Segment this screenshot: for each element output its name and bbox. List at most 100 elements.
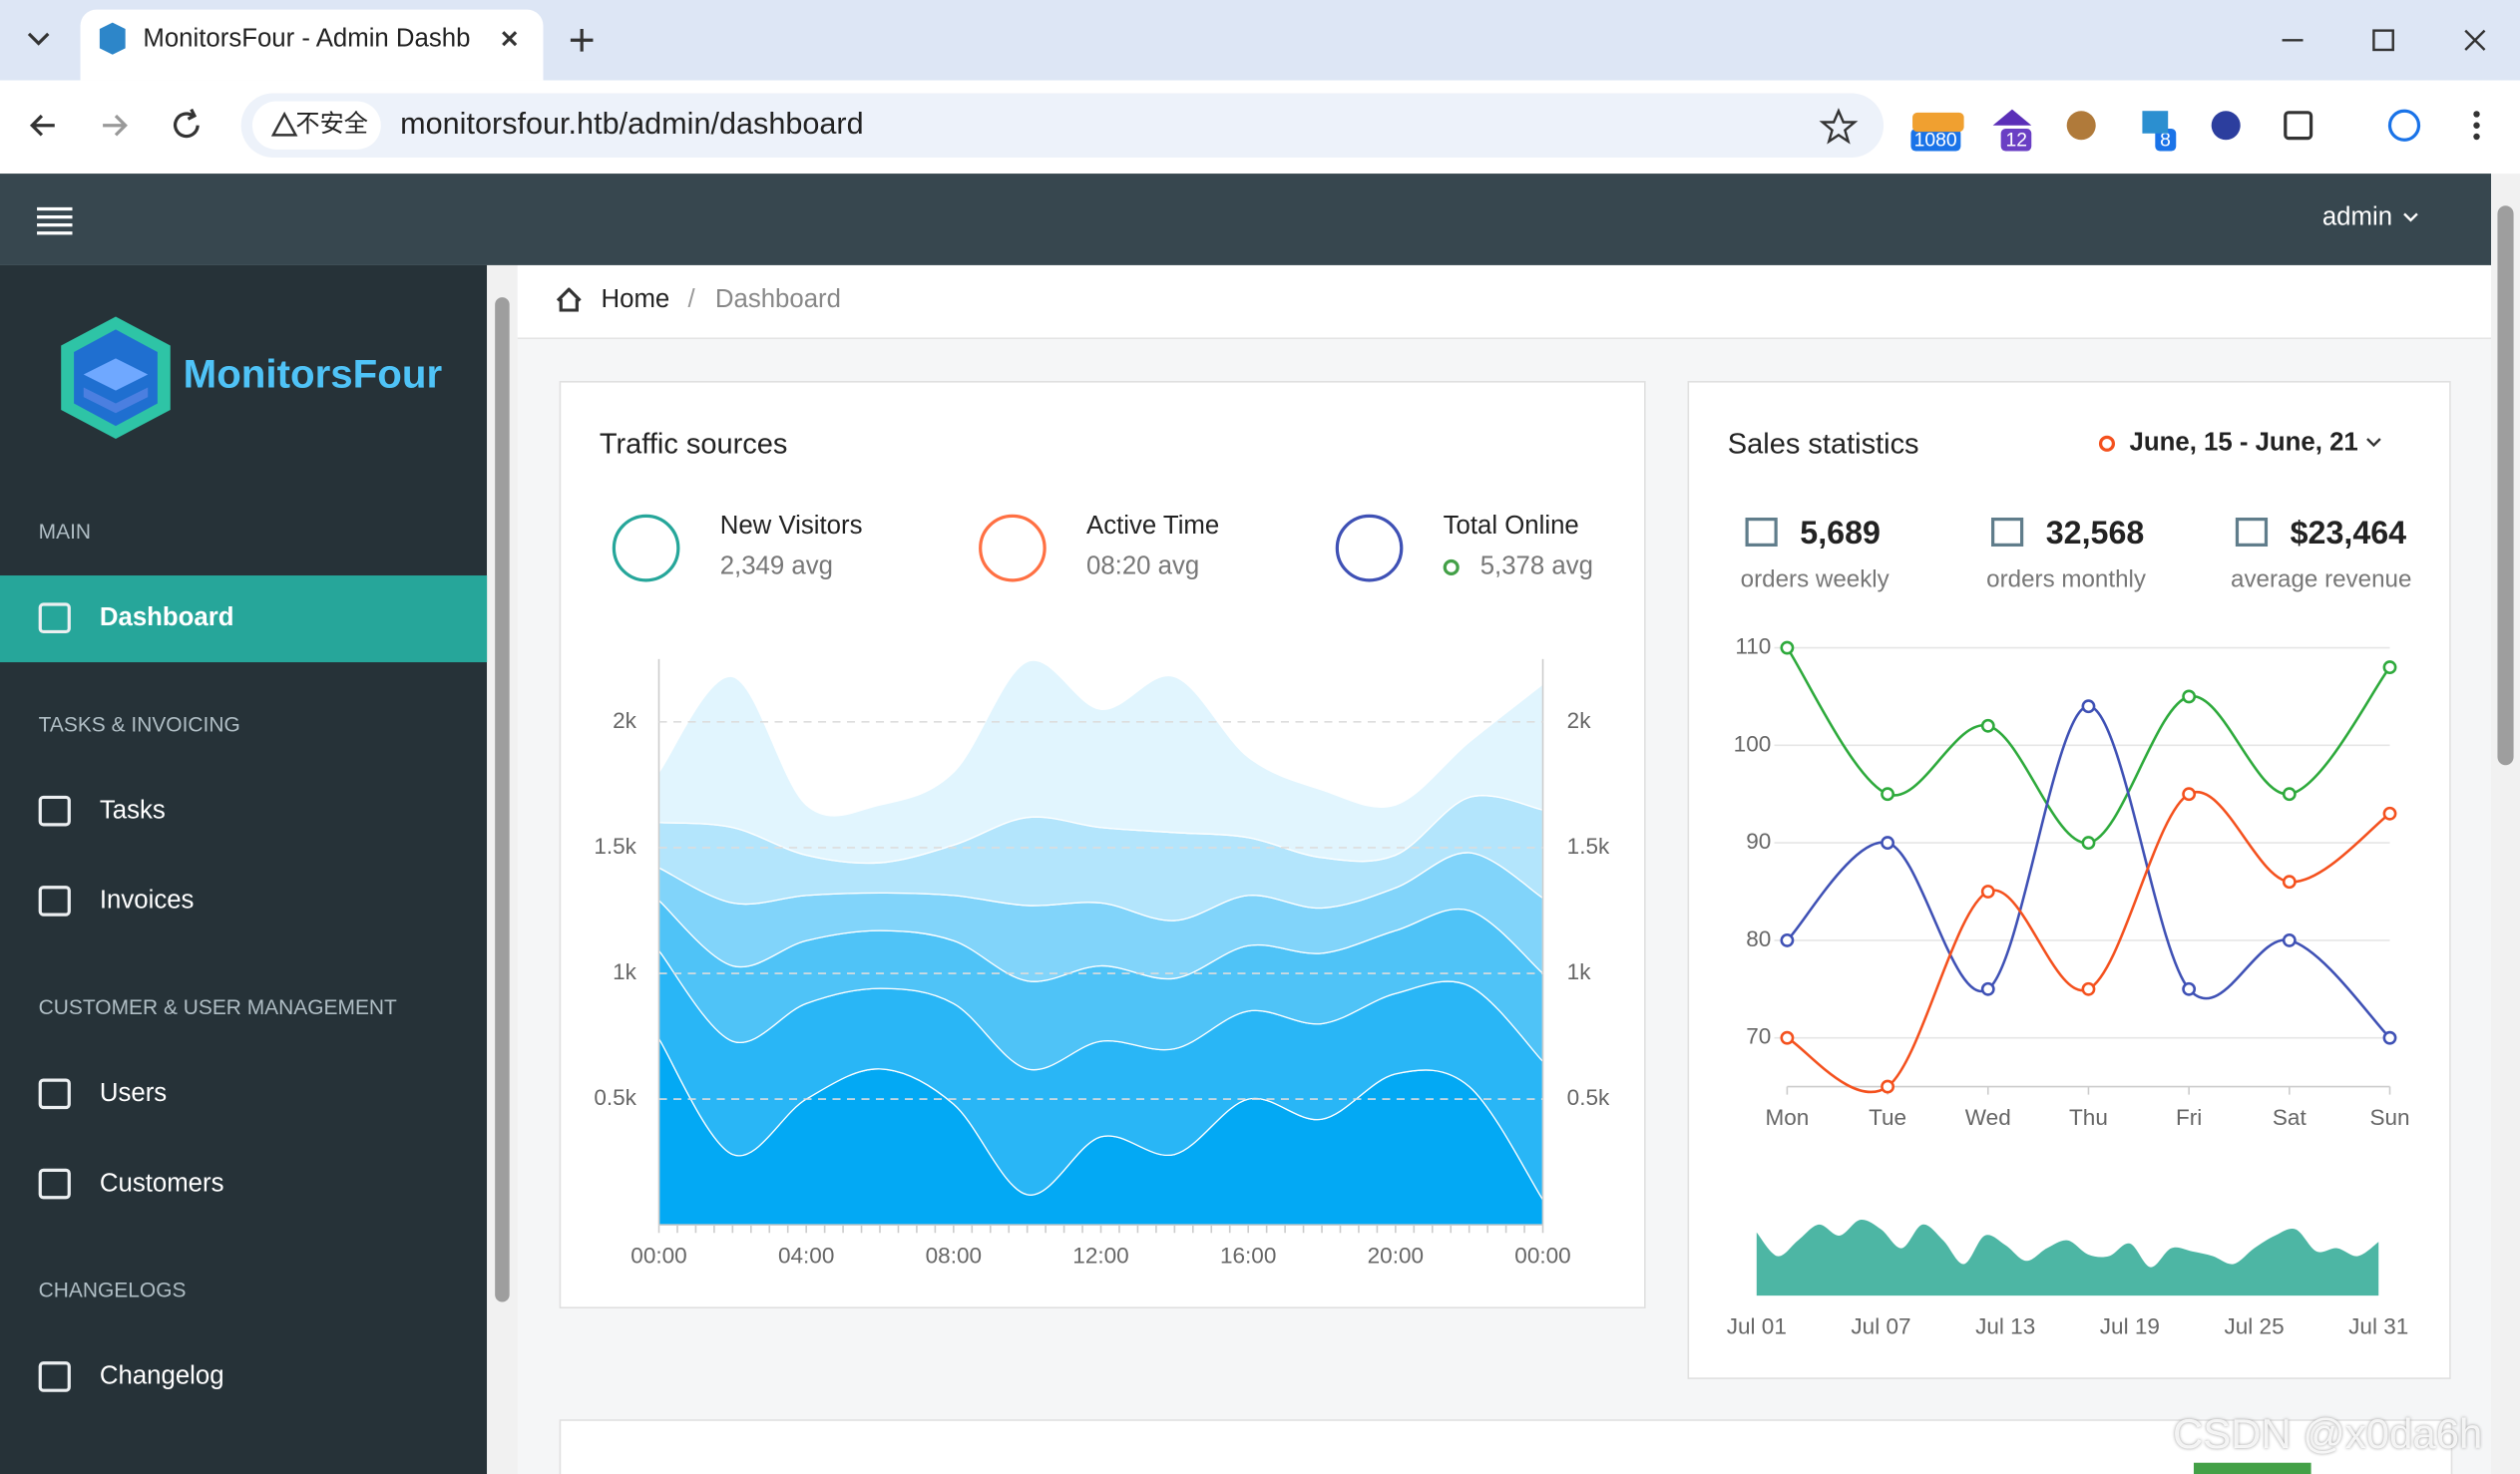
menu-icon <box>38 1361 71 1392</box>
caret <box>2366 438 2381 448</box>
menu-item[interactable]: Tasks <box>99 797 166 825</box>
breadcrumb-current: Dashboard <box>714 285 841 314</box>
card-title: Sales statistics <box>1727 427 1919 460</box>
point <box>1980 981 1995 996</box>
extension[interactable] <box>1912 112 1964 133</box>
bookmark[interactable] <box>1819 108 1859 145</box>
card-title: Traffic sources <box>599 427 788 460</box>
page-scroll-thumb[interactable] <box>2497 205 2514 766</box>
point <box>2382 660 2397 675</box>
y-tick-label: 90 <box>1746 829 1771 854</box>
y-tick-label: 110 <box>1735 633 1771 658</box>
menu-item[interactable]: Customers <box>99 1170 224 1198</box>
point <box>1980 718 1995 733</box>
stat-icon <box>1335 514 1404 582</box>
stat-value: $23,464 <box>2290 516 2407 552</box>
sidebar-section: CUSTOMER & USER MANAGEMENT <box>38 994 397 1019</box>
y-tick-label: 80 <box>1746 926 1771 951</box>
extensions-menu[interactable] <box>2284 111 2313 141</box>
back[interactable] <box>29 114 55 137</box>
menu-item[interactable]: Users <box>99 1080 168 1108</box>
close-tab[interactable] <box>502 31 518 47</box>
caret <box>2403 212 2418 222</box>
stat-value: 32,568 <box>2045 516 2145 552</box>
bottom-button[interactable] <box>2193 1462 2311 1474</box>
extension[interactable] <box>1992 109 2032 126</box>
stat-label: orders weekly <box>1740 565 1890 593</box>
maximize[interactable] <box>2372 29 2394 52</box>
extension[interactable] <box>2211 111 2241 141</box>
menu-item[interactable]: Invoices <box>99 887 195 916</box>
new-tab[interactable] <box>570 29 594 52</box>
point <box>2081 836 2096 851</box>
point <box>2382 806 2397 821</box>
point <box>1881 836 1895 851</box>
x-tick-label: Jul 31 <box>2348 1313 2408 1338</box>
user-menu[interactable]: admin <box>2321 203 2393 232</box>
breadcrumb-home[interactable]: Home <box>601 285 670 314</box>
forward[interactable] <box>103 114 128 137</box>
x-tick-label: Thu <box>2069 1105 2108 1130</box>
tab-menu[interactable] <box>27 32 50 46</box>
point <box>1881 1079 1895 1094</box>
extension[interactable] <box>2142 111 2169 134</box>
browser-menu[interactable] <box>2473 111 2480 141</box>
stat-label: orders monthly <box>1986 565 2146 593</box>
menu-toggle[interactable] <box>35 204 74 236</box>
active-item[interactable] <box>0 575 488 663</box>
x-tick-label: Mon <box>1765 1105 1809 1130</box>
x-tick-label: Jul 19 <box>2100 1313 2160 1338</box>
extension[interactable] <box>2066 111 2096 141</box>
x-tick-label: Jul 01 <box>1727 1313 1787 1338</box>
address-bar[interactable] <box>240 93 1885 158</box>
active-tab[interactable] <box>80 9 544 81</box>
menu-icon <box>38 1078 71 1110</box>
x-tick-label: Jul 25 <box>2224 1313 2284 1338</box>
x-tick-label: Wed <box>1965 1105 2011 1130</box>
stat-icon <box>979 514 1047 582</box>
area <box>1756 1220 2379 1296</box>
point <box>2382 1030 2397 1045</box>
home-icon <box>556 287 582 312</box>
y-tick-label: 2k <box>613 708 637 733</box>
online-dot <box>1443 558 1460 576</box>
stat-value: 08:20 avg <box>1086 553 1200 580</box>
bottom-card <box>559 1419 2453 1474</box>
menu-item[interactable]: Changelog <box>99 1362 224 1391</box>
inner-scroll-thumb[interactable] <box>495 297 510 1302</box>
point <box>2282 787 2297 802</box>
point <box>2182 689 2197 704</box>
sidebar-section: MAIN <box>38 519 92 544</box>
stream-layer <box>657 659 1544 865</box>
profile[interactable] <box>2387 109 2421 142</box>
browser-icons <box>27 22 2486 145</box>
stat-icon <box>612 514 680 582</box>
warning-icon <box>270 111 298 137</box>
y-tick-label: 1.5k <box>594 834 636 859</box>
security-chip[interactable] <box>251 101 381 150</box>
brand-name: MonitorsFour <box>183 351 443 398</box>
point <box>1780 932 1795 947</box>
x-tick-label: 16:00 <box>1220 1243 1276 1268</box>
x-tick-label: 12:00 <box>1072 1243 1128 1268</box>
stat-value: 5,689 <box>1800 516 1881 552</box>
point <box>2182 787 2197 802</box>
reload[interactable] <box>174 108 200 139</box>
y2-tick-label: 1.5k <box>1567 834 1610 859</box>
menu-icon <box>38 795 71 827</box>
menu-item[interactable]: Dashboard <box>99 604 234 632</box>
point <box>2081 699 2096 714</box>
date-range[interactable]: June, 15 - June, 21 <box>2129 429 2358 457</box>
sales-card <box>1687 380 2451 1379</box>
close-window[interactable] <box>2464 29 2486 51</box>
url: monitorsfour.htb/admin/dashboard <box>400 107 864 142</box>
y-tick-label: 0.5k <box>594 1085 636 1110</box>
y-tick-label: 1k <box>613 959 637 984</box>
stat-icon <box>1990 517 2024 548</box>
x-tick-label: 00:00 <box>630 1243 686 1268</box>
sidebar <box>0 264 488 1474</box>
menu-icon <box>38 1168 71 1200</box>
x-tick-label: Jul 13 <box>1975 1313 2035 1338</box>
